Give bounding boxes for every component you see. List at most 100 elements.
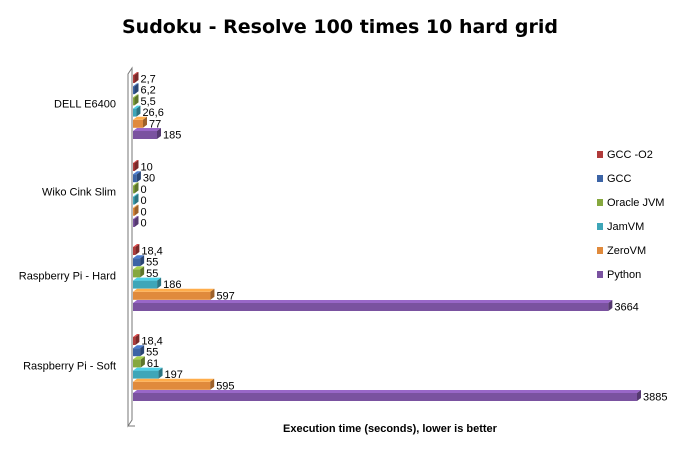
bar-end xyxy=(135,334,140,345)
legend-swatch xyxy=(597,175,603,182)
bar-end xyxy=(140,345,145,357)
legend-label: JamVM xyxy=(607,221,644,233)
legend-swatch xyxy=(597,199,603,206)
bar-end xyxy=(134,182,139,194)
bars-layer: 2,76,25,526,6771851030000018,45555186597… xyxy=(133,72,667,404)
bar-end xyxy=(210,378,215,390)
bar-top xyxy=(133,255,145,259)
axis-wall xyxy=(127,66,135,428)
chart-title: Sudoku - Resolve 100 times 10 hard grid xyxy=(122,16,558,38)
bar-face xyxy=(133,97,135,106)
value-label-python-raspberry-pi-soft: 3885 xyxy=(643,392,667,404)
bar-top xyxy=(133,160,139,163)
bar-end xyxy=(608,300,613,311)
value-label-oracle-jvm-wiko-cink-slim: 0 xyxy=(141,184,147,196)
bar-face xyxy=(133,348,141,357)
value-label-gcc-o2-raspberry-pi-soft: 18,4 xyxy=(141,336,162,348)
bar-top xyxy=(133,204,139,208)
bar-zerovm-wiko-cink-slim xyxy=(133,204,139,216)
bar-face xyxy=(133,291,211,300)
value-label-zerovm-raspberry-pi-hard: 597 xyxy=(216,290,234,302)
bar-jamvm-wiko-cink-slim xyxy=(133,193,139,205)
bar-top xyxy=(133,83,139,87)
value-label-gcc-raspberry-pi-hard: 55 xyxy=(146,257,158,269)
bar-end xyxy=(140,356,145,368)
bar-gcc-o2-dell-e6400 xyxy=(133,72,139,83)
bar-jamvm-raspberry-pi-soft xyxy=(133,367,163,379)
bar-face xyxy=(133,75,135,83)
legend-item-zerovm: ZeroVM xyxy=(597,245,646,257)
value-label-gcc-o2-wiko-cink-slim: 10 xyxy=(141,162,153,174)
bar-python-raspberry-pi-soft xyxy=(133,390,641,401)
value-label-python-dell-e6400: 185 xyxy=(163,130,181,142)
legend-swatch xyxy=(597,247,603,254)
value-label-python-wiko-cink-slim: 0 xyxy=(141,218,147,230)
value-label-python-raspberry-pi-hard: 3664 xyxy=(614,302,638,314)
bar-end xyxy=(157,128,161,139)
legend-label: Python xyxy=(607,269,641,281)
bar-gcc-wiko-cink-slim xyxy=(133,171,141,183)
bar-end xyxy=(134,216,139,227)
bar-end xyxy=(637,390,641,401)
bar-gcc-o2-wiko-cink-slim xyxy=(133,160,139,171)
value-label-jamvm-dell-e6400: 26,6 xyxy=(142,107,163,119)
value-label-gcc-o2-raspberry-pi-hard: 18,4 xyxy=(141,246,162,258)
bar-face xyxy=(133,370,159,379)
bar-jamvm-dell-e6400 xyxy=(133,105,141,117)
bar-face xyxy=(133,196,135,205)
bar-face xyxy=(133,337,136,345)
bar-gcc-o2-raspberry-pi-hard xyxy=(133,244,140,255)
legend-label: GCC -O2 xyxy=(607,149,653,161)
category-label-wiko-cink-slim: Wiko Cink Slim xyxy=(42,187,116,199)
legend-item-oracle-jvm: Oracle JVM xyxy=(597,197,664,209)
bar-top xyxy=(133,356,145,360)
bar-top xyxy=(133,345,145,349)
bar-gcc-dell-e6400 xyxy=(133,83,139,95)
bar-python-raspberry-pi-hard xyxy=(133,300,613,311)
bar-end xyxy=(134,160,139,171)
bar-top xyxy=(133,300,613,303)
bar-end xyxy=(136,105,141,117)
bar-face xyxy=(133,119,143,128)
bar-end xyxy=(135,244,140,255)
legend: GCC -O2 GCC Oracle JVM JamVM ZeroVM Python xyxy=(597,149,664,281)
legend-label: ZeroVM xyxy=(607,245,646,257)
bar-end xyxy=(134,193,139,205)
bar-face xyxy=(133,86,135,95)
bar-zerovm-raspberry-pi-hard xyxy=(133,288,215,300)
bar-top xyxy=(133,288,215,292)
axis-wall-side xyxy=(127,66,133,428)
legend-item-python: Python xyxy=(597,269,641,281)
category-label-dell-e6400: DELL E6400 xyxy=(54,99,116,111)
bar-top xyxy=(133,171,141,175)
value-label-jamvm-raspberry-pi-hard: 186 xyxy=(163,279,181,291)
bar-end xyxy=(140,266,145,278)
bar-face xyxy=(133,280,158,289)
bar-jamvm-raspberry-pi-hard xyxy=(133,277,162,289)
bar-end xyxy=(140,255,145,267)
bar-python-dell-e6400 xyxy=(133,128,161,139)
bar-face xyxy=(133,303,609,311)
category-label-raspberry-pi-hard: Raspberry Pi - Hard xyxy=(19,271,116,283)
bar-face xyxy=(133,258,141,267)
bar-end xyxy=(134,83,139,95)
value-label-gcc-wiko-cink-slim: 30 xyxy=(143,173,155,185)
bar-top xyxy=(133,116,147,120)
legend-item-gcc-o2: GCC -O2 xyxy=(597,149,653,161)
bar-face xyxy=(133,381,211,390)
bar-gcc-raspberry-pi-hard xyxy=(133,255,145,267)
bar-face xyxy=(133,108,137,117)
bar-top xyxy=(133,266,145,270)
bar-top xyxy=(133,334,140,337)
bar-oracle-jvm-raspberry-pi-soft xyxy=(133,356,145,368)
bar-top xyxy=(133,72,139,75)
legend-item-gcc: GCC xyxy=(597,173,632,185)
value-label-oracle-jvm-dell-e6400: 5,5 xyxy=(141,96,156,108)
bar-oracle-jvm-raspberry-pi-hard xyxy=(133,266,145,278)
bar-top xyxy=(133,128,161,131)
bar-top xyxy=(133,182,139,186)
bar-oracle-jvm-dell-e6400 xyxy=(133,94,139,106)
value-label-gcc-o2-dell-e6400: 2,7 xyxy=(141,74,156,86)
bar-top xyxy=(133,94,139,98)
